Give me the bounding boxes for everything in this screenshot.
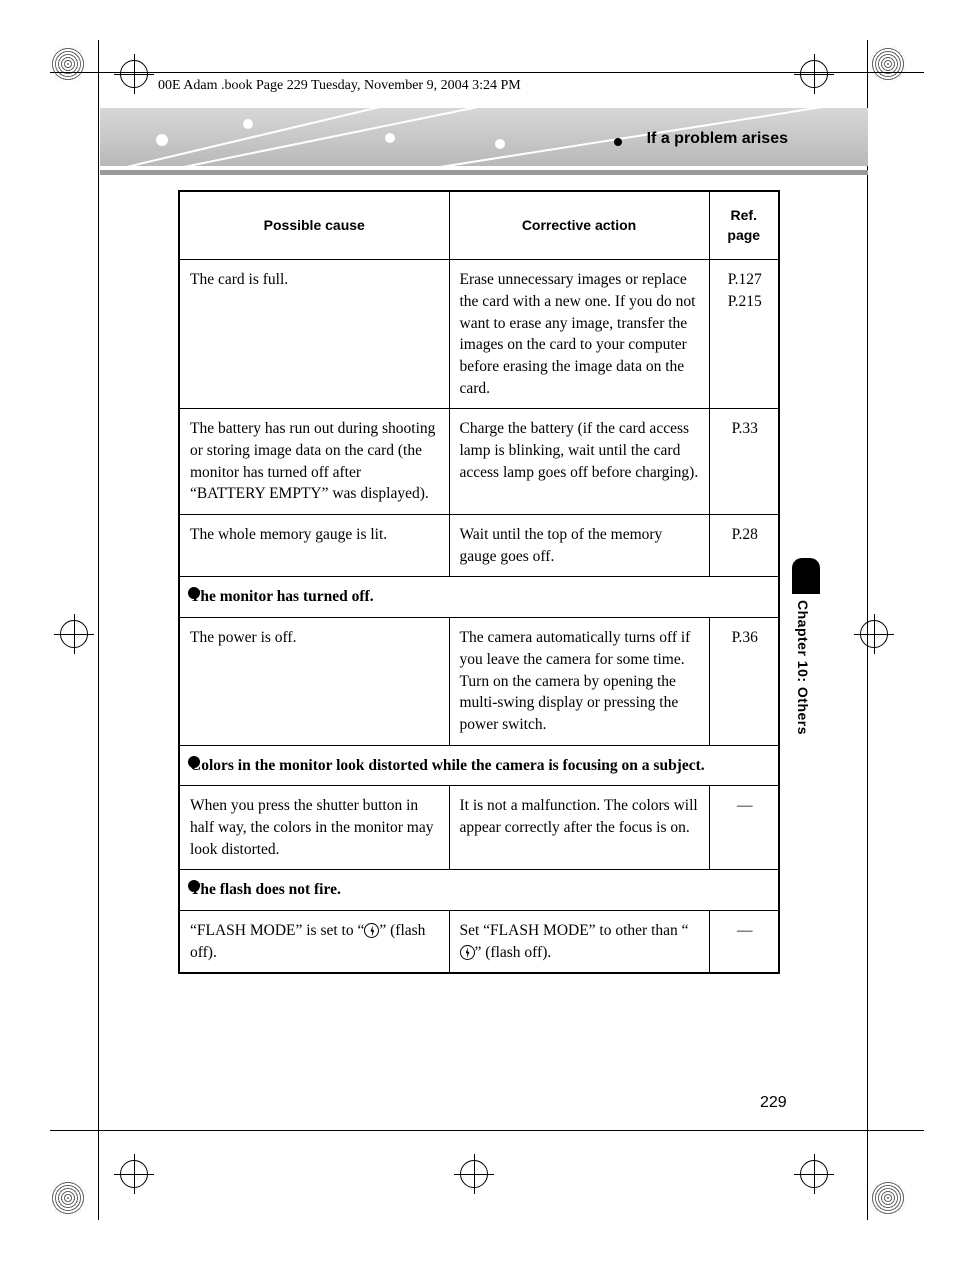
cause-cell: The battery has run out during shooting … <box>179 409 449 515</box>
action-cell: The camera automatically turns off if yo… <box>449 618 709 745</box>
cause-cell: When you press the shutter button in hal… <box>179 786 449 870</box>
ref-cell: — <box>709 911 779 974</box>
page-number: 229 <box>760 1094 787 1112</box>
cause-cell: “FLASH MODE” is set to “” (flash off). <box>179 911 449 974</box>
table-section-row: Colors in the monitor look distorted whi… <box>179 745 779 786</box>
title-bullet-icon <box>614 138 622 146</box>
crop-rosette-icon <box>870 1180 906 1216</box>
table-section-row: The flash does not fire. <box>179 870 779 911</box>
table-header-row: Possible cause Corrective action Ref. pa… <box>179 191 779 260</box>
print-caption: 00E Adam .book Page 229 Tuesday, Novembe… <box>158 78 521 94</box>
flash-off-icon <box>364 923 379 938</box>
flash-off-icon <box>460 945 475 960</box>
col-cause: Possible cause <box>179 191 449 260</box>
crop-rosette-icon <box>50 1180 86 1216</box>
crop-mark-icon <box>60 620 88 648</box>
section-title: Colors in the monitor look distorted whi… <box>179 745 779 786</box>
section-title: The flash does not fire. <box>179 870 779 911</box>
chapter-label: Chapter 10: Others <box>795 600 811 735</box>
crop-mark-icon <box>800 60 828 88</box>
crop-line <box>50 72 924 73</box>
col-ref: Ref. page <box>709 191 779 260</box>
action-cell: Set “FLASH MODE” to other than “” (flash… <box>449 911 709 974</box>
table-row: The whole memory gauge is lit.Wait until… <box>179 515 779 577</box>
table-row: When you press the shutter button in hal… <box>179 786 779 870</box>
crop-mark-icon <box>800 1160 828 1188</box>
action-cell: Erase unnecessary images or replace the … <box>449 260 709 409</box>
crop-mark-icon <box>860 620 888 648</box>
header-banner: If a problem arises <box>100 108 868 166</box>
cause-cell: The card is full. <box>179 260 449 409</box>
crop-mark-icon <box>120 60 148 88</box>
cause-cell: The whole memory gauge is lit. <box>179 515 449 577</box>
action-cell: Charge the battery (if the card access l… <box>449 409 709 515</box>
ref-cell: P.127P.215 <box>709 260 779 409</box>
crop-rosette-icon <box>870 46 906 82</box>
ref-cell: P.36 <box>709 618 779 745</box>
crop-mark-icon <box>460 1160 488 1188</box>
ref-cell: P.33 <box>709 409 779 515</box>
crop-line <box>50 1130 924 1131</box>
cause-cell: The power is off. <box>179 618 449 745</box>
table-row: The power is off.The camera automaticall… <box>179 618 779 745</box>
section-title: The monitor has turned off. <box>179 577 779 618</box>
table-row: “FLASH MODE” is set to “” (flash off).Se… <box>179 911 779 974</box>
col-action: Corrective action <box>449 191 709 260</box>
troubleshoot-table: Possible cause Corrective action Ref. pa… <box>178 190 778 974</box>
page-title: If a problem arises <box>647 130 788 148</box>
action-cell: It is not a malfunction. The colors will… <box>449 786 709 870</box>
action-cell: Wait until the top of the memory gauge g… <box>449 515 709 577</box>
ref-cell: P.28 <box>709 515 779 577</box>
header-underline <box>100 170 868 175</box>
crop-rosette-icon <box>50 46 86 82</box>
bullet-icon <box>188 756 200 768</box>
table-row: The battery has run out during shooting … <box>179 409 779 515</box>
chapter-tab <box>792 558 820 594</box>
table-row: The card is full.Erase unnecessary image… <box>179 260 779 409</box>
crop-mark-icon <box>120 1160 148 1188</box>
ref-cell: — <box>709 786 779 870</box>
table-section-row: The monitor has turned off. <box>179 577 779 618</box>
